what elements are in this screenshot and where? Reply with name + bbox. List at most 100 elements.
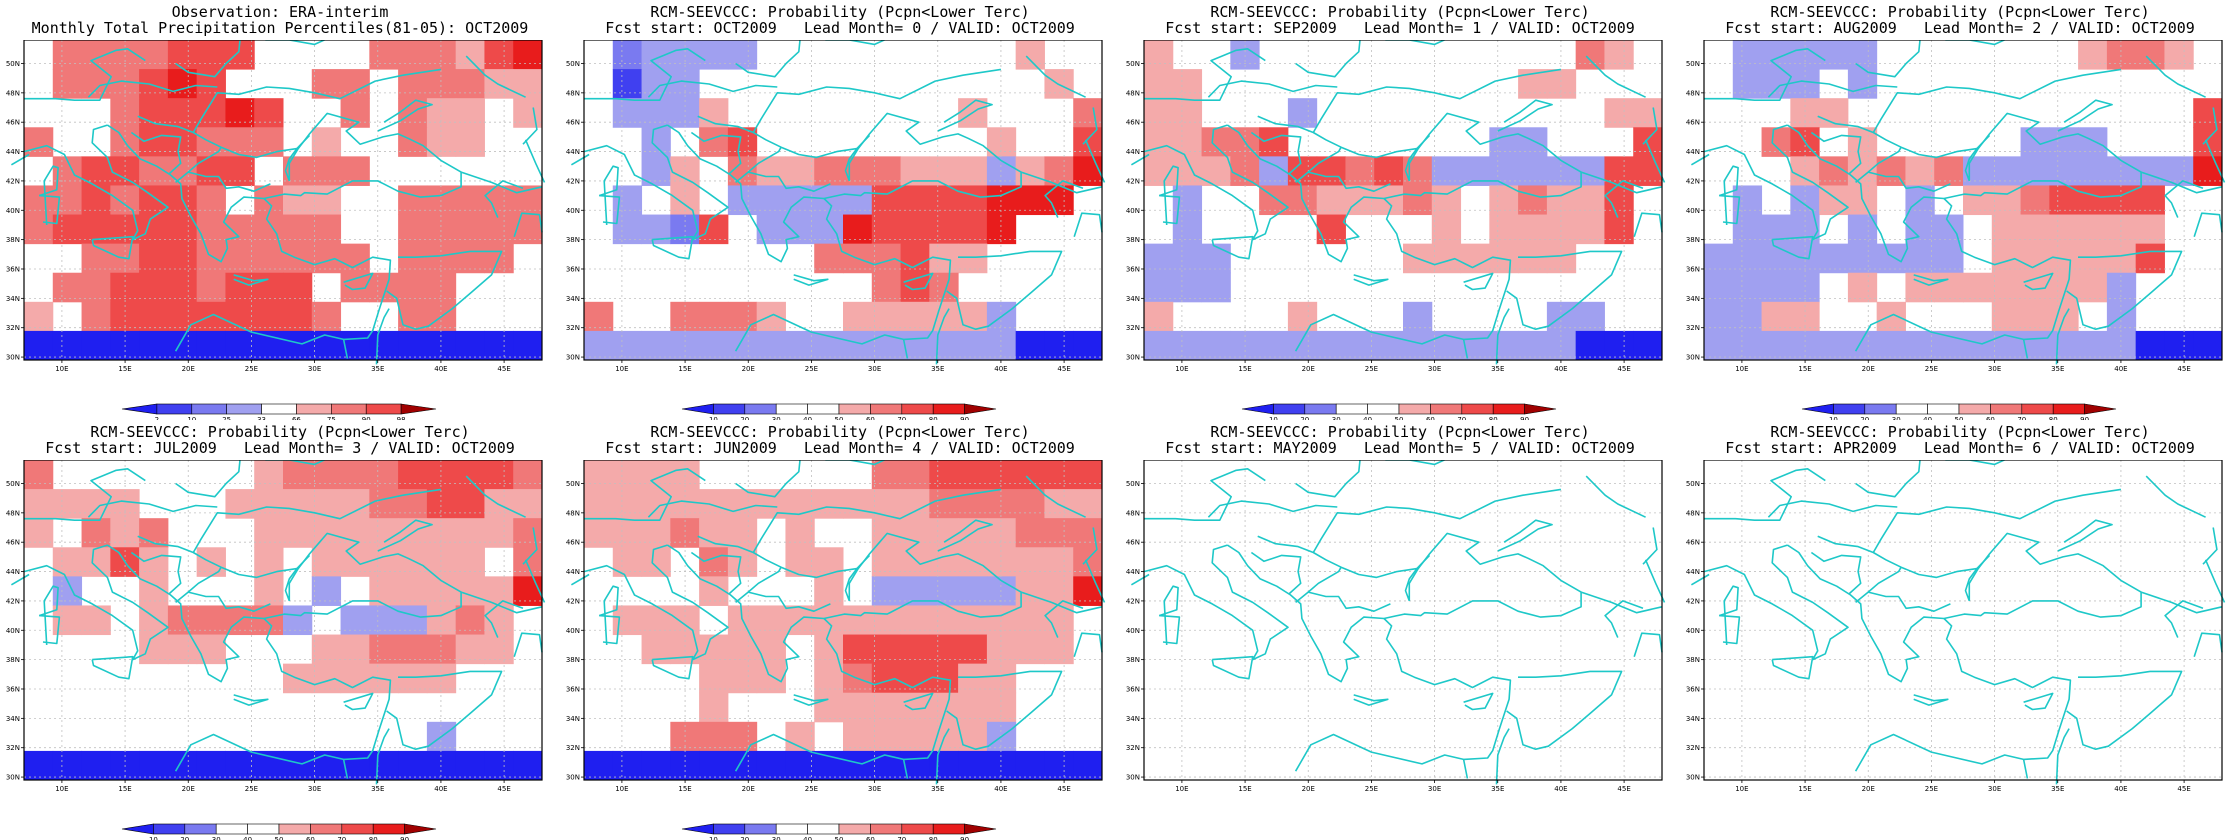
map-area: 10E 15E 20E 25E 30E 35E 40E 45E 30N 32N 34N 36N 38N 4… (1126, 460, 1666, 793)
colorbar-label: 50 (275, 836, 284, 840)
heatmap-cell (1015, 40, 1045, 70)
heatmap-cell (1201, 330, 1231, 361)
coastline (647, 500, 778, 518)
colorbar-segment (296, 403, 332, 415)
panel-title-line-1: RCM-SEEVCCC: Probability (Pcpn<Lower Ter… (1210, 423, 1590, 441)
heatmap-cell (1546, 69, 1577, 99)
heatmap-cell (110, 40, 140, 70)
heatmap-cell (24, 330, 54, 361)
y-tick-label: 44N (566, 568, 580, 576)
x-tick-label: 20E (1862, 365, 1875, 373)
heatmap-cell (283, 185, 313, 216)
coastline (1143, 544, 1289, 661)
coastline (343, 272, 374, 291)
colorbar-label: 60 (306, 836, 315, 840)
coastline (1143, 124, 1289, 241)
coastline (599, 614, 621, 645)
coastline (233, 274, 269, 286)
colorbar-segment (341, 823, 374, 835)
heatmap-cell (958, 460, 988, 490)
colorbar-label: 20 (740, 836, 749, 840)
heatmap-cell (513, 750, 543, 781)
coastline (1771, 655, 1814, 680)
coastline (375, 728, 390, 785)
x-tick-label: 15E (1238, 365, 1251, 373)
heatmap-cell (727, 301, 758, 332)
heatmap-cell (1963, 156, 1993, 186)
heatmap-cell (1991, 243, 2022, 274)
coastline (91, 655, 134, 680)
colorbar: 10 20 30 40 50 60 70 80 90 (681, 823, 997, 840)
heatmap-cell (283, 489, 313, 519)
coastline (2055, 308, 2070, 365)
coastline (1082, 527, 1098, 565)
heatmap-cell (1934, 330, 1964, 361)
heatmap-cell (1460, 243, 1490, 274)
heatmap-cell (958, 156, 988, 186)
heatmap-cell (52, 330, 83, 361)
heatmap-cell (1518, 330, 1548, 361)
y-tick-label: 34N (1686, 295, 1700, 303)
heatmap-cell (986, 214, 1017, 245)
y-tick-label: 34N (1686, 715, 1700, 723)
heatmap-cell (871, 721, 902, 752)
heatmap-cell (196, 272, 226, 303)
heatmap-cell (929, 460, 959, 490)
heatmap-cell (756, 185, 786, 216)
heatmap-cell (1316, 330, 1346, 361)
colorbar-segment (1524, 403, 1557, 415)
heatmap-cell (1819, 330, 1849, 361)
coastline (825, 40, 887, 46)
x-tick-label: 35E (931, 365, 944, 373)
coastline (2193, 632, 2223, 657)
colorbar: 2 10 25 33 66 75 90 98 (121, 403, 437, 420)
heatmap-cell (196, 214, 226, 245)
y-tick-label: 32N (1126, 324, 1140, 332)
heatmap-cell (612, 518, 643, 548)
heatmap-cell (785, 156, 815, 186)
colorbar-label: 40 (243, 836, 252, 840)
coastline (23, 544, 169, 661)
heatmap-cell (1546, 243, 1577, 274)
heatmap-cell (871, 272, 902, 303)
heatmap-cell (1144, 127, 1174, 157)
heatmap-cell (1015, 460, 1045, 490)
heatmap-cell (225, 750, 255, 781)
heatmap-cell (254, 98, 284, 128)
coastline (1144, 48, 1266, 102)
heatmap-cell (1546, 214, 1577, 245)
heatmap-cell (455, 214, 485, 245)
heatmap-cell (455, 330, 485, 361)
heatmap-cell (871, 605, 902, 636)
y-tick-label: 34N (1126, 295, 1140, 303)
y-tick-label: 44N (6, 148, 20, 156)
heatmap-cell (311, 301, 342, 332)
x-tick-label: 45E (497, 365, 510, 373)
x-tick-label: 15E (1238, 785, 1251, 793)
map-svg: 10E 15E 20E 25E 30E 35E 40E 45E 30N 32N 34N 36N 38N 4… (1686, 460, 2226, 793)
coastline (91, 235, 134, 260)
y-tick-label: 42N (566, 597, 580, 605)
coastline (263, 532, 462, 620)
heatmap-cell (225, 156, 255, 186)
y-tick-label: 44N (1126, 568, 1140, 576)
heatmap-cell (1403, 156, 1433, 186)
colorbar-label: 70 (897, 416, 906, 420)
colorbar-segment (331, 403, 367, 415)
heatmap-cell (1172, 243, 1203, 274)
heatmap-cell (340, 69, 370, 99)
y-tick-label: 42N (566, 177, 580, 185)
heatmap-cell (1144, 156, 1174, 186)
heatmap-cell (254, 489, 284, 519)
colorbar: 10 20 30 40 50 60 70 80 90 (1801, 403, 2117, 420)
coastline (263, 112, 462, 200)
heatmap-cell (1991, 272, 2022, 303)
map-area: 10E 15E 20E 25E 30E 35E 40E 45E 30N 32N 34N 36N 38N 4… (1686, 40, 2226, 373)
coastline (1211, 655, 1254, 680)
colorbar-label: 25 (222, 416, 231, 420)
heatmap-cell (311, 663, 342, 694)
coastline (87, 80, 218, 98)
coastline (175, 40, 241, 78)
panel-title-line-1: RCM-SEEVCCC: Probability (Pcpn<Lower Ter… (1770, 423, 2150, 441)
x-tick-label: 45E (1057, 365, 1070, 373)
